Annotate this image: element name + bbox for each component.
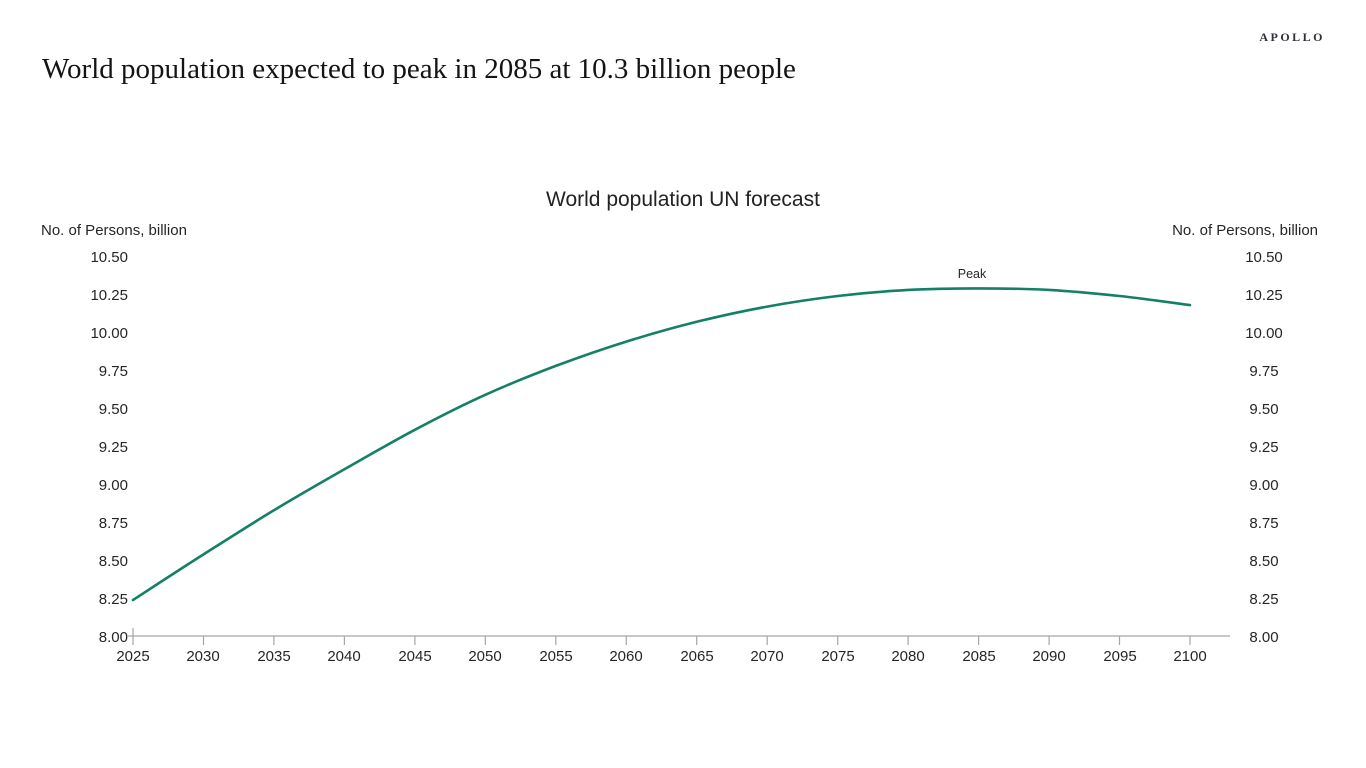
headline: World population expected to peak in 208… [42,53,796,85]
x-tick-label: 2045 [398,648,432,665]
x-tick-label: 2055 [539,648,573,665]
y-tick-label: 8.00 [98,629,128,646]
y-tick-label: 9.75 [1249,363,1279,380]
x-axis [128,628,1230,645]
chart-title: World population UN forecast [546,188,820,211]
x-tick-label: 2035 [257,648,291,665]
y-tick-label: 9.50 [1249,401,1279,418]
x-tick-label: 2080 [891,648,925,665]
y-axis-unit-right: No. of Persons, billion [1172,222,1318,239]
apollo-logo: APOLLO [1259,30,1325,44]
y-tick-label: 8.50 [1249,553,1279,570]
population-line [131,287,1192,602]
x-tick-label: 2065 [680,648,714,665]
y-tick-label: 8.50 [98,553,128,570]
y-tick-label: 10.50 [1245,249,1283,266]
y-tick-label: 10.25 [90,287,128,304]
peak-annotation: Peak [957,267,987,281]
y-tick-label: 10.00 [1245,325,1283,342]
x-tick-label: 2090 [1032,648,1066,665]
y-tick-label: 8.75 [98,515,128,532]
x-tick-label: 2095 [1103,648,1137,665]
y-tick-label: 9.00 [98,477,128,494]
y-tick-label: 9.00 [1249,477,1279,494]
x-tick-label: 2025 [116,648,150,665]
x-tick-label: 2030 [186,648,220,665]
y-tick-label: 8.25 [1249,591,1279,608]
y-tick-label: 8.00 [1249,629,1279,646]
y-tick-label: 9.25 [98,439,128,456]
x-tick-label: 2050 [468,648,502,665]
y-tick-label: 10.50 [90,249,128,266]
x-tick-label: 2100 [1173,648,1207,665]
y-tick-label: 8.25 [98,591,128,608]
y-tick-label: 10.25 [1245,287,1283,304]
y-tick-label: 9.75 [98,363,128,380]
x-tick-label: 2060 [609,648,643,665]
x-tick-label: 2075 [821,648,855,665]
x-tick-label: 2085 [962,648,996,665]
y-tick-label: 9.25 [1249,439,1279,456]
x-tick-label: 2070 [750,648,784,665]
y-tick-label: 9.50 [98,401,128,418]
y-tick-label: 8.75 [1249,515,1279,532]
y-axis-unit-left: No. of Persons, billion [41,222,187,239]
x-tick-label: 2040 [327,648,361,665]
y-tick-label: 10.00 [90,325,128,342]
